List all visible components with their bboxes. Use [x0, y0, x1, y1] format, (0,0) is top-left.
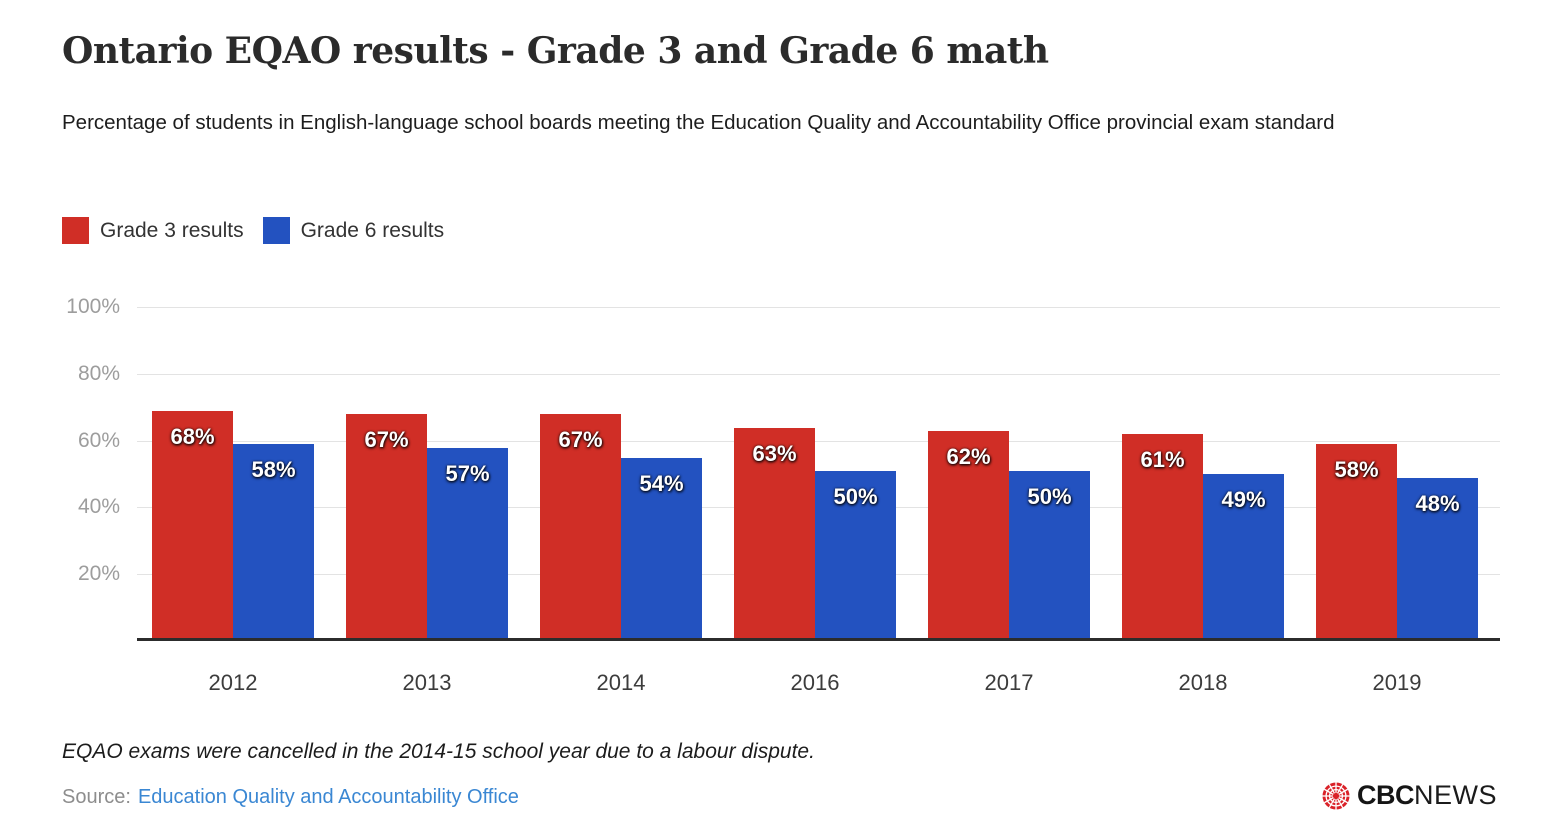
bar-value-label: 54% [639, 470, 684, 496]
x-axis-label: 2014 [596, 670, 646, 695]
bar-value-label: 50% [833, 484, 878, 509]
source-link[interactable]: Education Quality and Accountability Off… [137, 786, 519, 808]
bar-value-label: 67% [364, 427, 409, 453]
y-axis-label: 40% [77, 495, 120, 519]
bar-grade6-2018[interactable]: 49% [1203, 474, 1284, 638]
bar-value-label: 58% [1334, 457, 1379, 483]
source-label: Source: [62, 786, 131, 808]
bar-grade6-2014[interactable]: 54% [621, 457, 702, 638]
bar-value-label: 50% [1027, 484, 1072, 509]
bar-value-label: 67% [558, 427, 603, 453]
bar-value-label: 48% [1415, 490, 1460, 516]
legend: Grade 3 results Grade 6 results [62, 217, 444, 244]
footnote: EQAO exams were cancelled in the 2014-15… [62, 740, 815, 763]
bar-value-label: 57% [445, 460, 490, 486]
bar-chart: 100% 80% 60% 40% 20% 68% 58% 2012 67% 57% 2013 67% 5… [0, 295, 1542, 707]
bar-grade6-2019[interactable]: 48% [1397, 477, 1478, 638]
x-axis-label: 2019 [1372, 670, 1422, 695]
bar-value-label: 62% [946, 443, 991, 469]
y-axis-label: 60% [77, 428, 120, 452]
bar-grade6-2013[interactable]: 57% [427, 447, 508, 638]
x-axis-label: 2016 [790, 670, 840, 695]
x-axis-label: 2012 [208, 670, 258, 695]
gridline [137, 373, 1500, 375]
bar-value-label: 63% [752, 440, 797, 466]
x-axis-label: 2013 [402, 670, 452, 695]
grade3-swatch-icon [62, 217, 89, 244]
bar-grade3-2014[interactable]: 67% [540, 414, 621, 638]
bar-grade3-2018[interactable]: 61% [1122, 434, 1203, 638]
legend-item-grade3: Grade 3 results [62, 217, 244, 244]
news-logo-text: NEWS [1414, 780, 1497, 810]
bar-grade6-2016[interactable]: 50% [815, 471, 896, 638]
bar-grade3-2013[interactable]: 67% [346, 414, 427, 638]
page-title: Ontario EQAO results - Grade 3 and Grade… [62, 30, 1049, 72]
x-axis-label: 2017 [984, 670, 1034, 695]
bar-value-label: 61% [1140, 447, 1185, 473]
bar-value-label: 49% [1221, 487, 1266, 513]
source-line: Source: Education Quality and Accountabil… [62, 786, 519, 809]
bar-value-label: 68% [170, 423, 215, 449]
y-axis-label: 80% [77, 361, 120, 385]
bar-grade3-2012[interactable]: 68% [152, 410, 233, 638]
grade6-swatch-icon [262, 217, 290, 244]
bar-grade3-2019[interactable]: 58% [1316, 444, 1397, 638]
legend-item-grade6: Grade 6 results [262, 217, 445, 244]
chart-subtitle: Percentage of students in English-langua… [62, 111, 1335, 134]
y-axis-label: 20% [77, 562, 120, 586]
bar-grade3-2016[interactable]: 63% [734, 427, 815, 638]
y-axis-label: 100% [66, 295, 120, 318]
bar-grade6-2017[interactable]: 50% [1009, 471, 1090, 638]
plot-area: 100% 80% 60% 40% 20% 68% 58% 2012 67% 57% 2013 67% 5… [66, 295, 1500, 695]
x-axis-label: 2018 [1178, 670, 1228, 695]
cbc-gem-icon [1322, 782, 1350, 809]
bar-value-label: 58% [251, 457, 296, 483]
cbc-logo-text: CBC [1357, 780, 1415, 810]
legend-label-grade6: Grade 6 results [300, 218, 445, 242]
bar-grade6-2012[interactable]: 58% [233, 444, 314, 638]
gridline [137, 440, 1500, 442]
legend-label-grade3: Grade 3 results [100, 218, 244, 242]
bar-grade3-2017[interactable]: 62% [928, 430, 1009, 638]
gridline [137, 307, 1500, 308]
cbc-news-logo: CBC NEWS [1322, 780, 1497, 811]
